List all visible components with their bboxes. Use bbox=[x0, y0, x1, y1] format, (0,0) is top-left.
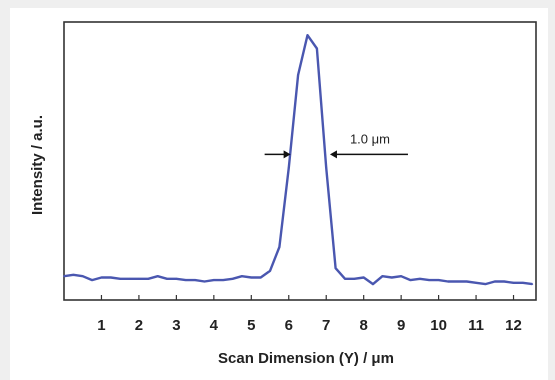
data-point bbox=[212, 279, 215, 282]
data-point bbox=[484, 283, 487, 286]
data-point bbox=[166, 277, 168, 280]
data-point bbox=[231, 277, 234, 280]
data-point bbox=[91, 279, 93, 282]
plot-frame bbox=[63, 21, 537, 301]
data-point bbox=[156, 275, 159, 278]
data-point bbox=[493, 280, 496, 283]
x-tick-label: 10 bbox=[430, 317, 447, 334]
x-tick-label: 2 bbox=[135, 317, 143, 334]
data-point bbox=[287, 166, 290, 169]
data-point bbox=[128, 277, 131, 280]
data-point bbox=[372, 283, 374, 286]
data-point bbox=[241, 275, 243, 278]
data-point bbox=[400, 275, 403, 278]
x-tick-label: 3 bbox=[172, 317, 180, 334]
x-tick-label: 9 bbox=[397, 317, 405, 334]
x-tick-label: 12 bbox=[505, 317, 522, 334]
data-point bbox=[175, 277, 178, 280]
data-point bbox=[512, 281, 515, 284]
x-tick-label: 6 bbox=[285, 317, 293, 334]
data-point bbox=[418, 277, 421, 280]
data-point bbox=[531, 283, 534, 286]
data-point bbox=[447, 280, 449, 283]
data-point bbox=[503, 280, 506, 283]
fwhm-label: 1.0 μm bbox=[350, 131, 390, 146]
data-point bbox=[465, 280, 468, 283]
data-point bbox=[344, 277, 346, 280]
data-point bbox=[428, 279, 431, 282]
data-point bbox=[306, 34, 309, 37]
data-point bbox=[119, 277, 122, 280]
data-point bbox=[353, 277, 356, 280]
data-point bbox=[409, 279, 412, 282]
x-axis-label: Scan Dimension (Y) / μm bbox=[218, 350, 394, 367]
left-arrow-head bbox=[283, 150, 291, 159]
x-tick-label: 8 bbox=[360, 317, 368, 334]
data-point bbox=[81, 275, 84, 278]
data-point bbox=[250, 276, 253, 279]
data-point bbox=[109, 276, 112, 279]
data-point bbox=[203, 280, 206, 283]
series-line bbox=[63, 34, 533, 286]
data-point bbox=[325, 166, 328, 169]
data-point bbox=[315, 47, 318, 50]
x-tick-label: 1 bbox=[97, 317, 105, 334]
data-point bbox=[184, 279, 187, 282]
data-point bbox=[222, 279, 225, 282]
data-point bbox=[147, 277, 150, 280]
x-tick-label: 11 bbox=[468, 317, 484, 334]
data-point bbox=[194, 279, 197, 282]
data-point bbox=[362, 276, 365, 279]
data-point bbox=[475, 281, 477, 284]
data-point bbox=[138, 277, 140, 280]
right-arrow-head bbox=[329, 150, 337, 159]
data-point bbox=[437, 279, 440, 282]
data-point bbox=[381, 275, 384, 278]
y-axis-label: Intensity / a.u. bbox=[29, 115, 46, 215]
data-point bbox=[334, 267, 337, 270]
data-point bbox=[63, 275, 65, 278]
chart-card bbox=[10, 8, 548, 380]
data-point bbox=[521, 281, 524, 284]
x-tick-label: 7 bbox=[322, 317, 330, 334]
data-point bbox=[259, 276, 262, 279]
data-point bbox=[390, 276, 393, 279]
x-tick-label: 4 bbox=[210, 317, 219, 334]
data-point bbox=[278, 246, 281, 248]
data-point bbox=[297, 74, 300, 76]
data-point bbox=[100, 276, 103, 279]
data-point bbox=[72, 273, 75, 276]
data-point bbox=[269, 269, 271, 272]
x-tick-label: 5 bbox=[247, 317, 255, 334]
data-point bbox=[456, 280, 459, 283]
